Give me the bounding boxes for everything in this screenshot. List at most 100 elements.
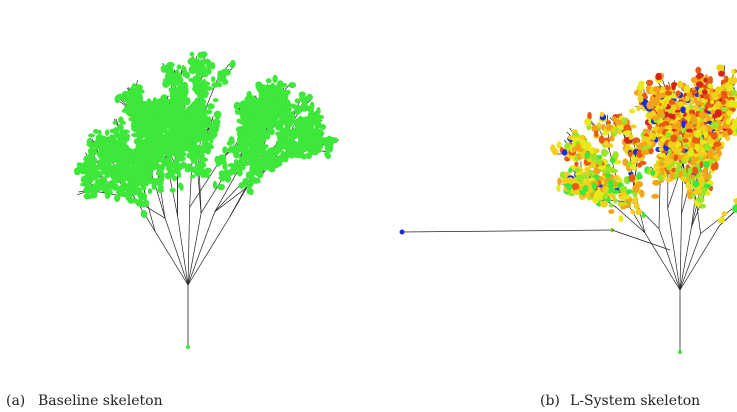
figure: (a) Baseline skeleton (b) L-System skele…: [0, 0, 737, 412]
skeleton-node: [290, 146, 295, 150]
skeleton-node: [301, 131, 307, 138]
skeleton-node: [292, 134, 297, 139]
skeleton-node: [601, 150, 609, 155]
skeleton-node: [209, 127, 214, 134]
skeleton-node: [678, 350, 682, 354]
skeleton-node: [172, 149, 176, 157]
skeleton-node: [275, 161, 283, 166]
skeleton-node: [109, 138, 113, 146]
skeleton-node: [638, 81, 645, 87]
skeleton-node: [113, 121, 117, 125]
skeleton-node: [304, 106, 310, 111]
skeleton-node: [168, 67, 174, 75]
skeleton-node: [214, 156, 220, 163]
skeleton-node: [205, 86, 213, 90]
skeleton-node: [249, 189, 254, 196]
skeleton-node: [670, 172, 675, 179]
skeleton-node: [617, 130, 622, 135]
skeleton-node: [218, 184, 225, 191]
skeleton-node: [650, 132, 656, 140]
skeleton-node: [684, 154, 688, 162]
skeleton-node: [285, 90, 291, 95]
skeleton-node: [584, 167, 590, 171]
skeleton-node: [316, 122, 321, 128]
skeleton-node: [677, 101, 684, 107]
skeleton-node: [652, 180, 660, 186]
skeleton-node: [191, 149, 199, 155]
skeleton-node: [179, 99, 185, 106]
skeleton-node: [206, 64, 213, 70]
skeleton-node: [310, 114, 317, 119]
skeleton-node: [241, 149, 249, 155]
skeleton-node: [180, 107, 186, 115]
skeleton-node: [92, 164, 98, 169]
skeleton-node: [686, 129, 693, 133]
skeleton-node: [145, 118, 152, 122]
skeleton-node: [119, 162, 125, 168]
skeleton-node: [181, 66, 186, 72]
skeleton-node: [219, 170, 225, 177]
skeleton-node: [688, 184, 692, 192]
skeleton-node: [135, 84, 142, 91]
skeleton-node: [118, 153, 126, 160]
skeleton-node: [203, 91, 209, 95]
skeleton-node: [122, 91, 129, 97]
skeleton-node: [227, 141, 234, 146]
skeleton-node: [263, 162, 268, 170]
skeleton-node: [652, 99, 660, 107]
skeleton-node: [90, 150, 98, 155]
skeleton-node: [199, 59, 206, 65]
skeleton-node: [694, 188, 702, 195]
skeleton-node: [704, 131, 709, 138]
skeleton-node: [257, 169, 263, 174]
skeleton-node: [585, 152, 590, 159]
skeleton-node: [604, 140, 609, 147]
skeleton-node: [191, 158, 198, 164]
skeleton-node: [310, 102, 315, 110]
skeleton-node: [636, 105, 640, 111]
skeleton-branch: [402, 230, 612, 232]
skeleton-node: [144, 107, 151, 114]
skeleton-node: [597, 122, 601, 128]
skeleton-node: [642, 141, 647, 146]
skeleton-node: [186, 345, 190, 349]
skeleton-node: [651, 170, 656, 176]
skeleton-node: [266, 78, 272, 83]
skeleton-node: [658, 174, 663, 181]
skeleton-node: [699, 204, 706, 209]
skeleton-node: [222, 164, 227, 170]
skeleton-node: [99, 135, 105, 142]
skeleton-node: [135, 109, 141, 114]
skeleton-node: [86, 191, 90, 198]
subfigure-caption: Baseline skeleton: [38, 393, 163, 409]
skeleton-node: [200, 51, 207, 57]
skeleton-node: [676, 90, 681, 96]
skeleton-node: [149, 162, 156, 170]
skeleton-node: [84, 155, 91, 161]
skeleton-node: [175, 78, 179, 85]
skeleton-node: [126, 190, 131, 195]
skeleton-node: [598, 165, 606, 170]
skeleton-node: [139, 201, 147, 208]
skeleton-node: [157, 168, 164, 175]
skeleton-node: [200, 168, 205, 172]
skeleton-node: [195, 102, 203, 110]
skeleton-node: [606, 124, 613, 131]
skeleton-node: [268, 103, 276, 110]
skeleton-node: [576, 143, 581, 151]
skeleton-node: [272, 75, 277, 83]
skeleton-node: [688, 149, 695, 156]
skeleton-node: [213, 125, 219, 133]
skeleton-node: [269, 119, 274, 126]
skeleton-branch: [188, 207, 190, 285]
skeleton-node: [692, 167, 698, 175]
skeleton-node: [299, 116, 303, 122]
skeleton-node: [190, 175, 196, 179]
skeleton-node: [689, 174, 695, 179]
skeleton-node: [176, 90, 181, 95]
skeleton-branch: [612, 230, 670, 250]
skeleton-node: [105, 129, 109, 136]
skeleton-node: [704, 184, 711, 188]
skeleton-node: [612, 190, 620, 194]
skeleton-node: [698, 149, 703, 156]
